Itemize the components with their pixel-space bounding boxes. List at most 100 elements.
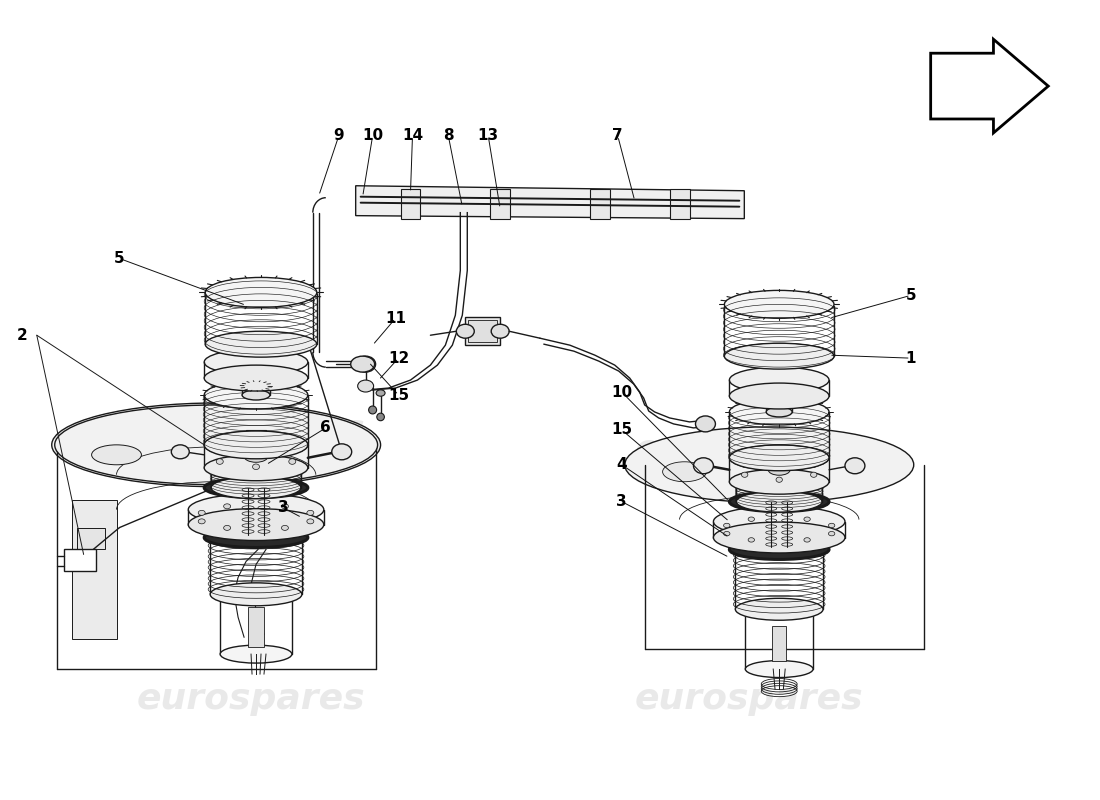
Ellipse shape [776,477,782,482]
Ellipse shape [188,509,323,541]
Ellipse shape [206,278,317,307]
Ellipse shape [729,399,829,425]
Ellipse shape [492,324,509,338]
Ellipse shape [625,427,914,502]
Ellipse shape [52,403,381,486]
Ellipse shape [172,445,189,458]
Polygon shape [355,186,745,218]
Bar [64,550,96,571]
Polygon shape [931,39,1048,133]
Text: 1: 1 [905,350,916,366]
Ellipse shape [729,445,829,470]
Ellipse shape [695,416,715,432]
Ellipse shape [724,531,730,536]
Ellipse shape [736,598,823,620]
Ellipse shape [307,510,314,515]
Ellipse shape [736,471,822,492]
Bar [590,189,609,218]
Ellipse shape [282,504,288,509]
Bar [772,626,786,661]
Text: 11: 11 [385,310,406,326]
Ellipse shape [748,538,755,542]
Bar [469,320,497,342]
Ellipse shape [355,356,375,372]
Ellipse shape [205,455,308,481]
Text: 13: 13 [477,129,498,143]
Text: 4: 4 [616,458,627,472]
Ellipse shape [210,583,301,606]
Ellipse shape [217,448,223,454]
Text: 15: 15 [388,387,409,402]
Bar [747,447,766,465]
Ellipse shape [223,526,231,530]
Ellipse shape [210,523,301,546]
Ellipse shape [729,470,829,494]
Ellipse shape [741,462,748,467]
Ellipse shape [741,472,748,478]
Text: 15: 15 [612,422,632,438]
Bar [670,189,690,218]
Ellipse shape [828,531,835,536]
Ellipse shape [282,526,288,530]
Ellipse shape [231,435,245,445]
Ellipse shape [289,448,296,454]
Text: eurospares: eurospares [635,433,864,467]
Polygon shape [72,500,117,639]
Ellipse shape [211,477,301,498]
Ellipse shape [220,586,292,603]
Ellipse shape [253,464,260,470]
Ellipse shape [223,504,231,509]
Ellipse shape [332,444,352,460]
Ellipse shape [55,405,377,485]
Ellipse shape [205,478,308,498]
Text: 6: 6 [320,421,331,435]
Ellipse shape [729,367,829,393]
Ellipse shape [351,356,375,372]
Ellipse shape [377,413,384,421]
Bar [791,447,811,465]
Ellipse shape [828,523,835,528]
Text: 10: 10 [362,129,383,143]
Ellipse shape [205,381,308,409]
Text: 5: 5 [114,251,124,266]
Bar [264,435,286,450]
Text: 5: 5 [905,288,916,303]
Ellipse shape [736,537,823,558]
Ellipse shape [714,522,845,553]
Ellipse shape [714,506,845,537]
Ellipse shape [358,380,374,392]
Ellipse shape [198,519,206,524]
Ellipse shape [205,349,308,375]
Ellipse shape [242,390,270,400]
Bar [249,607,264,647]
Text: 12: 12 [388,350,409,366]
Ellipse shape [91,445,142,465]
Ellipse shape [205,432,308,458]
Ellipse shape [729,539,829,559]
Text: 3: 3 [616,494,627,509]
Ellipse shape [244,450,268,462]
Ellipse shape [767,391,792,401]
Ellipse shape [736,491,822,512]
Ellipse shape [220,645,292,663]
Ellipse shape [693,458,714,474]
Ellipse shape [729,492,829,512]
Ellipse shape [725,343,834,369]
Ellipse shape [456,324,474,338]
Bar [77,527,104,550]
Ellipse shape [729,446,829,470]
Text: 3: 3 [277,500,288,515]
Ellipse shape [748,517,755,522]
Text: 7: 7 [613,129,623,143]
Text: 9: 9 [333,129,344,143]
Ellipse shape [307,519,314,524]
Ellipse shape [804,538,811,542]
Ellipse shape [376,390,385,396]
Ellipse shape [289,458,296,464]
Ellipse shape [188,494,323,526]
Ellipse shape [205,431,308,458]
Ellipse shape [746,661,813,678]
Ellipse shape [746,601,813,618]
Text: eurospares: eurospares [635,682,864,716]
Ellipse shape [211,457,301,478]
